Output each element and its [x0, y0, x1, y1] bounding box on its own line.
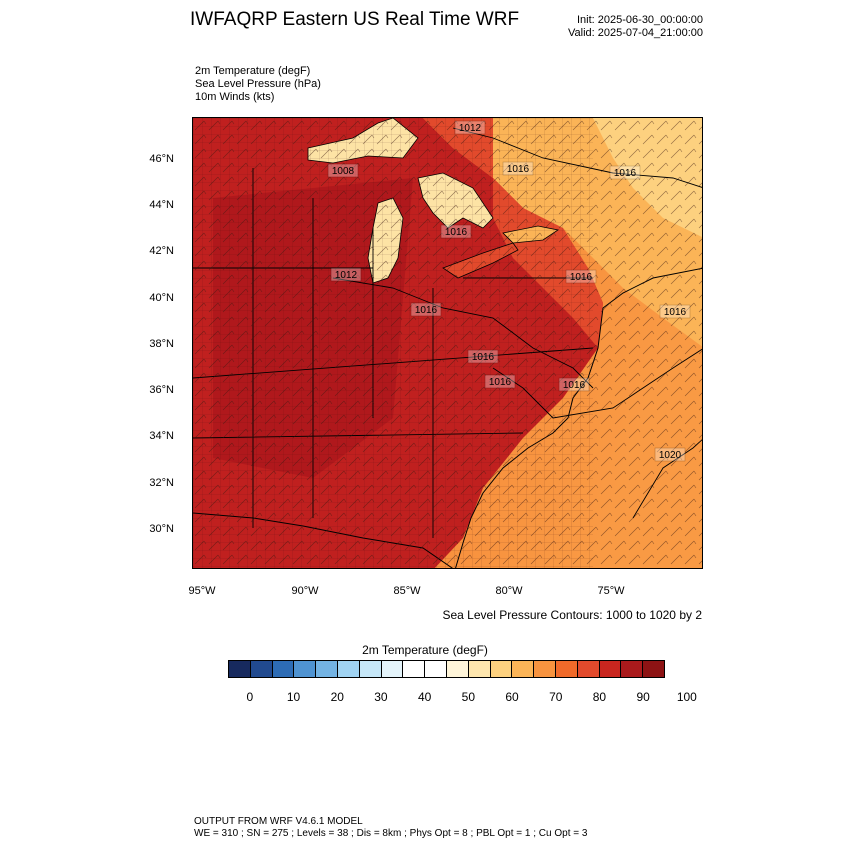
- colorbar-cell: [250, 661, 273, 677]
- wind-barbs: [193, 118, 702, 568]
- colorbar-cell: [534, 661, 556, 677]
- colorbar-label: 10: [286, 690, 301, 704]
- colorbar-cell: [403, 661, 426, 677]
- lon-label: 80°W: [495, 585, 523, 597]
- colorbar-label: 0: [246, 690, 254, 704]
- colorbar-cell: [599, 661, 622, 677]
- pressure-label: 1012: [330, 267, 362, 282]
- init-time: Init: 2025-06-30_00:00:00: [577, 14, 703, 26]
- colorbar-title: 2m Temperature (degF): [362, 643, 488, 657]
- pressure-labels: 1012 1016 1016 1008 1016 1012 1016 1016 …: [327, 120, 691, 462]
- lon-label: 90°W: [291, 585, 319, 597]
- pressure-label: 1016: [410, 302, 442, 317]
- svg-text:1016: 1016: [445, 227, 468, 238]
- map-canvas: 1012 1016 1016 1008 1016 1012 1016 1016 …: [193, 118, 702, 568]
- lat-label: 30°N: [149, 523, 174, 535]
- lat-label: 46°N: [149, 153, 174, 165]
- colorbar-cell: [555, 661, 578, 677]
- lon-label: 85°W: [393, 585, 421, 597]
- lat-label: 36°N: [149, 384, 174, 396]
- pressure-label: 1016: [440, 224, 472, 239]
- colorbar-cell: [272, 661, 295, 677]
- field-temperature: 2m Temperature (degF): [195, 65, 311, 77]
- svg-text:1008: 1008: [332, 166, 355, 177]
- pressure-label: 1016: [659, 304, 691, 319]
- colorbar-cell: [643, 661, 664, 677]
- colorbar-cell: [490, 661, 513, 677]
- svg-text:1012: 1012: [459, 123, 482, 134]
- colorbar-label: 20: [330, 690, 344, 704]
- contour-note: Sea Level Pressure Contours: 1000 to 102…: [442, 608, 703, 622]
- colorbar-label: 50: [461, 690, 476, 704]
- svg-text:1016: 1016: [415, 305, 438, 316]
- lat-label: 44°N: [149, 199, 174, 211]
- colorbar-cell: [381, 661, 404, 677]
- footer-line-1: OUTPUT FROM WRF V4.6.1 MODEL: [194, 816, 363, 827]
- colorbar-label: 90: [636, 690, 650, 704]
- field-winds: 10m Winds (kts): [195, 91, 275, 103]
- colorbar-label: 100: [676, 690, 697, 704]
- field-list: 2m Temperature (degF) Sea Level Pressure…: [195, 65, 321, 104]
- lat-label: 40°N: [149, 292, 174, 304]
- pressure-label: 1008: [327, 163, 359, 178]
- colorbar-cell: [294, 661, 317, 677]
- svg-text:1016: 1016: [664, 307, 687, 318]
- colorbar-cell: [425, 661, 447, 677]
- pressure-label: 1016: [467, 349, 499, 364]
- pressure-label: 1016: [609, 165, 641, 180]
- colorbar: [228, 660, 665, 678]
- svg-text:1016: 1016: [472, 352, 495, 363]
- colorbar-cell: [229, 661, 251, 677]
- lat-label: 42°N: [149, 245, 174, 257]
- lat-label: 34°N: [149, 430, 174, 442]
- pressure-label: 1016: [565, 269, 597, 284]
- pressure-contour: [452, 127, 702, 188]
- svg-text:1016: 1016: [507, 164, 530, 175]
- colorbar-cell: [359, 661, 382, 677]
- footer-line-2: WE = 310 ; SN = 275 ; Levels = 38 ; Dis …: [194, 828, 588, 839]
- colorbar-label: 80: [592, 690, 607, 704]
- colorbar-cell: [621, 661, 644, 677]
- svg-text:1016: 1016: [614, 168, 637, 179]
- colorbar-cell: [468, 661, 491, 677]
- svg-text:1012: 1012: [335, 270, 358, 281]
- svg-text:1020: 1020: [659, 450, 682, 461]
- pressure-label: 1012: [454, 120, 486, 135]
- lat-label: 32°N: [149, 477, 174, 489]
- pressure-contour: [492, 348, 702, 419]
- colorbar-cell: [316, 661, 338, 677]
- svg-text:1016: 1016: [563, 380, 586, 391]
- pressure-label: 1020: [654, 447, 686, 462]
- weather-map: 1012 1016 1016 1008 1016 1012 1016 1016 …: [192, 117, 703, 569]
- valid-time: Valid: 2025-07-04_21:00:00: [568, 27, 703, 39]
- colorbar-cell: [446, 661, 469, 677]
- colorbar-label: 70: [549, 690, 563, 704]
- pressure-contour: [332, 277, 594, 389]
- svg-text:1016: 1016: [570, 272, 593, 283]
- colorbar-label: 30: [374, 690, 388, 704]
- svg-text:1016: 1016: [489, 377, 512, 388]
- pressure-contour: [632, 439, 702, 519]
- pressure-label: 1016: [502, 161, 534, 176]
- lat-label: 38°N: [149, 338, 174, 350]
- run-times: Init: 2025-06-30_00:00:00 Valid: 2025-07…: [568, 14, 703, 40]
- pressure-label: 1016: [558, 377, 590, 392]
- model-footer: OUTPUT FROM WRF V4.6.1 MODEL WE = 310 ; …: [194, 816, 587, 840]
- colorbar-cell: [577, 661, 600, 677]
- colorbar-cell: [337, 661, 360, 677]
- lon-label: 75°W: [597, 585, 625, 597]
- colorbar-label: 60: [505, 690, 519, 704]
- colorbar-label: 40: [417, 690, 432, 704]
- lon-label: 95°W: [188, 585, 216, 597]
- map-title: IWFAQRP Eastern US Real Time WRF: [190, 9, 520, 30]
- pressure-label: 1016: [484, 374, 516, 389]
- colorbar-cell: [512, 661, 535, 677]
- field-pressure: Sea Level Pressure (hPa): [195, 78, 321, 90]
